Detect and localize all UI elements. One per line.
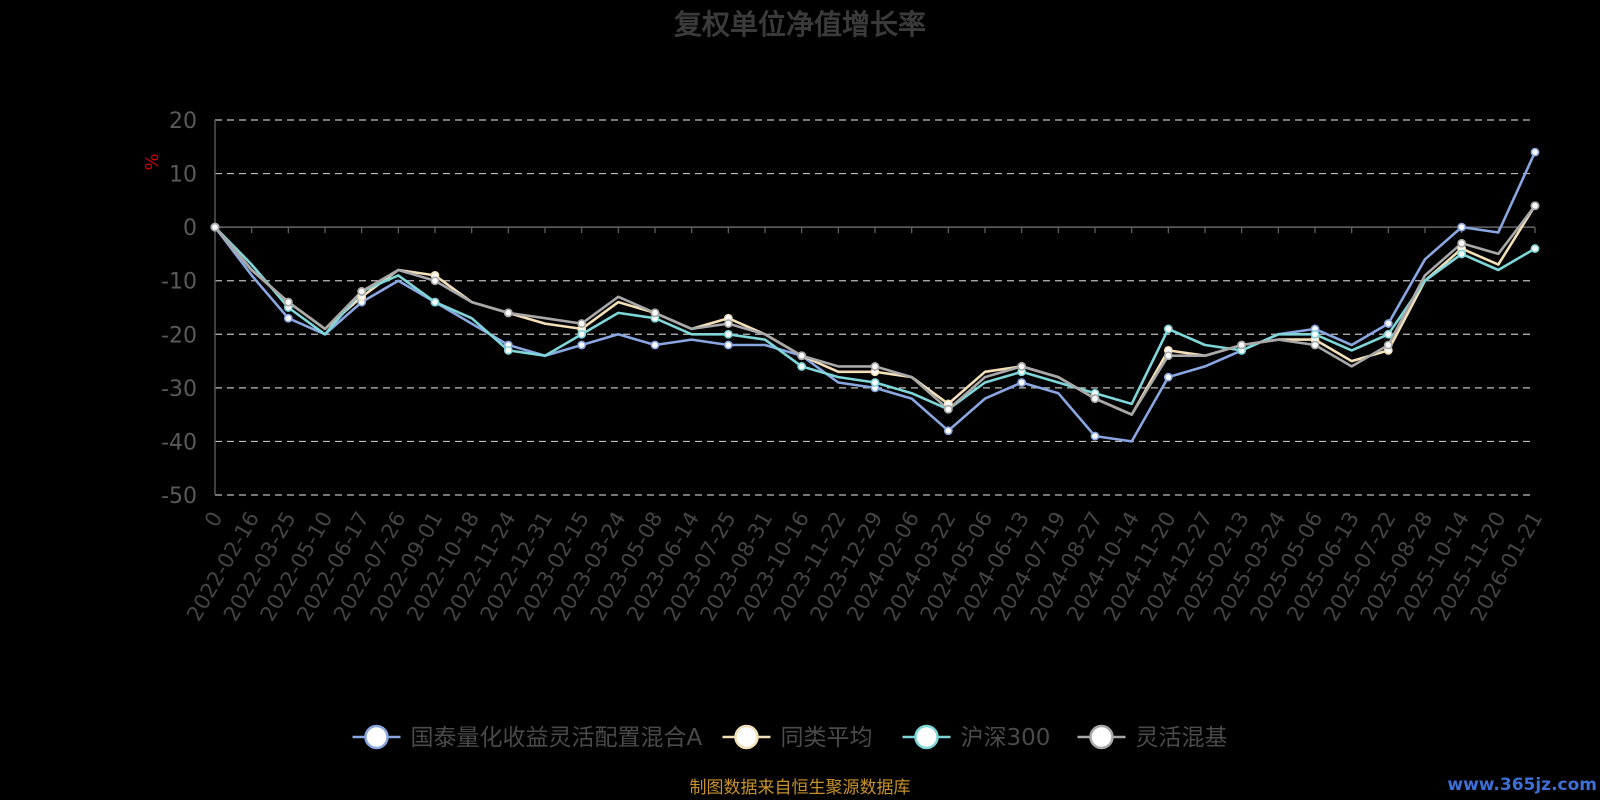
legend-label: 同类平均	[781, 725, 873, 751]
data-point	[1457, 238, 1467, 248]
data-point	[1530, 201, 1540, 211]
y-tick-label: -30	[161, 377, 197, 402]
axes	[214, 120, 1535, 495]
data-point	[723, 329, 733, 339]
data-point	[1017, 378, 1027, 387]
data-point	[650, 340, 660, 350]
data-point	[943, 426, 953, 436]
data-point	[797, 362, 807, 371]
data-point	[1383, 340, 1393, 350]
data-point	[1090, 394, 1100, 403]
data-source-note: 制图数据来自恒生聚源数据库	[690, 778, 911, 798]
y-axis-unit: %	[142, 153, 163, 170]
y-tick-label: -50	[161, 484, 197, 509]
data-point	[797, 351, 807, 361]
series-line	[213, 151, 1537, 443]
data-point	[430, 276, 440, 286]
legend-item[interactable]: 同类平均	[722, 724, 873, 751]
data-point	[870, 362, 880, 371]
data-point	[430, 297, 440, 307]
data-point	[723, 319, 733, 328]
data-point	[283, 297, 293, 307]
data-point	[1017, 362, 1027, 371]
data-point	[577, 319, 587, 328]
y-tick-label: 20	[169, 109, 197, 134]
y-tick-label: 0	[183, 216, 197, 241]
legend-label: 灵活混基	[1136, 725, 1228, 751]
data-point	[283, 313, 293, 323]
data-point	[577, 340, 587, 350]
data-point	[1163, 372, 1173, 382]
legend[interactable]: 国泰量化收益灵活配置混合A 同类平均 沪深300 灵活混基	[352, 724, 1228, 751]
data-point	[1457, 249, 1467, 259]
y-tick-label: -40	[161, 430, 197, 455]
data-point	[1163, 351, 1173, 361]
series-lines	[210, 147, 1540, 443]
y-tick-label: -10	[161, 270, 197, 295]
data-point	[503, 308, 513, 318]
watermark: www.365jz.com	[1447, 775, 1597, 795]
legend-item[interactable]: 沪深300	[902, 724, 1051, 751]
y-axis-ticks: 20 10 0 -10 -20 -30 -40 -50	[161, 109, 197, 509]
legend-marker	[364, 724, 389, 750]
legend-item[interactable]: 灵活混基	[1077, 724, 1228, 751]
legend-label: 沪深300	[961, 725, 1051, 751]
legend-marker	[1089, 724, 1114, 750]
data-point	[210, 222, 220, 232]
data-point	[1383, 319, 1393, 328]
data-point	[650, 308, 660, 318]
legend-marker	[734, 724, 759, 750]
data-point	[1310, 329, 1320, 339]
grid-lines	[215, 119, 1535, 496]
data-point	[1310, 340, 1320, 350]
y-tick-label: 10	[169, 163, 197, 188]
data-point	[503, 345, 513, 355]
data-point	[723, 340, 733, 350]
data-point	[1163, 324, 1173, 334]
data-point	[1090, 431, 1100, 441]
y-tick-label: -20	[161, 323, 197, 348]
data-point	[1237, 340, 1247, 350]
data-point	[943, 404, 953, 414]
data-point	[870, 378, 880, 387]
data-point	[357, 287, 367, 296]
data-point	[1530, 244, 1540, 253]
data-point	[1530, 147, 1540, 157]
legend-label: 国泰量化收益灵活配置混合A	[411, 725, 703, 751]
data-point	[1383, 329, 1393, 339]
legend-item[interactable]: 国泰量化收益灵活配置混合A	[352, 724, 703, 751]
legend-marker	[914, 724, 939, 750]
data-point	[1457, 222, 1467, 232]
x-tick-label: 0	[200, 508, 227, 532]
chart-title: 复权单位净值增长率	[674, 8, 926, 41]
data-point	[577, 329, 587, 339]
